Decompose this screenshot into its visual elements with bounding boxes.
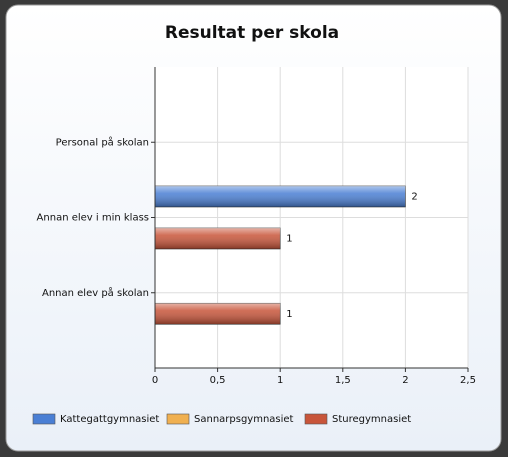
value-label: 2 [411, 192, 417, 203]
x-tick-label: 0,5 [210, 375, 226, 386]
x-tick-label: 2,5 [460, 375, 476, 386]
bar-shine [155, 303, 281, 325]
legend-swatch [304, 413, 328, 425]
bar-shine [155, 228, 281, 249]
chart-title: Resultat per skola [165, 23, 339, 43]
bar-shine [155, 186, 406, 207]
legend-swatch [166, 413, 190, 425]
value-label: 1 [286, 309, 292, 320]
y-tick-label: Annan elev i min klass [37, 213, 149, 224]
y-tick-label: Personal på skolan [56, 135, 149, 148]
x-tick-label: 1 [277, 375, 283, 386]
y-tick-label: Annan elev på skolan [42, 286, 149, 299]
legend-label: Sturegymnasiet [332, 414, 411, 425]
x-tick-label: 1,5 [335, 375, 351, 386]
x-tick-label: 2 [402, 375, 408, 386]
legend-label: Sannarpsgymnasiet [194, 414, 294, 425]
legend-label: Kattegattgymnasiet [60, 414, 159, 425]
value-label: 1 [286, 234, 292, 245]
legend-swatch [32, 413, 56, 425]
x-tick-label: 0 [152, 375, 158, 386]
